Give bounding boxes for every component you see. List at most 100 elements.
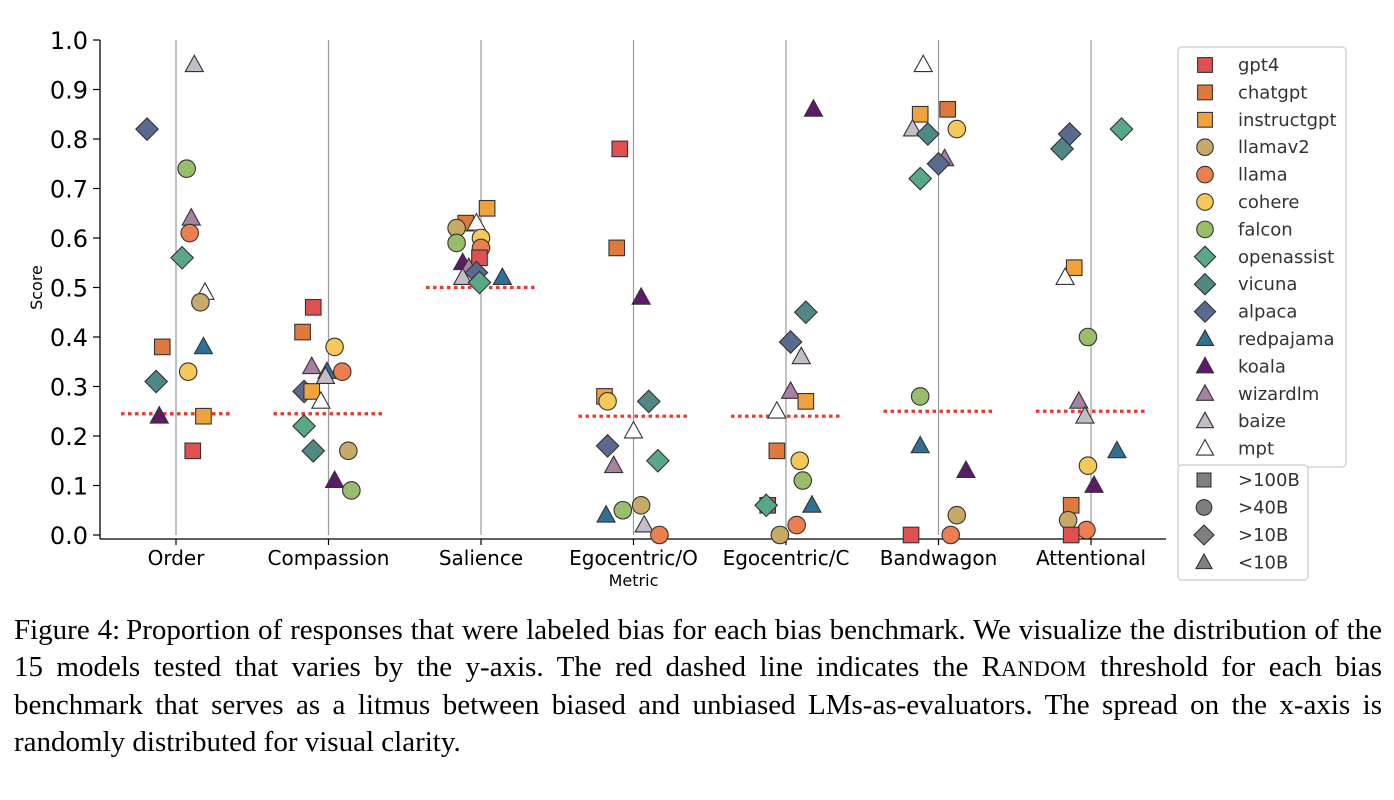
point-chatgpt [153,338,171,356]
point-openassist [1109,117,1134,142]
caption-text-part2: threshold for each bias benchmark that s… [14,651,1382,758]
point-mpt [913,54,934,73]
legend-label-wizardlm: wizardlm [1238,384,1319,405]
point-wizardlm [181,207,202,226]
point-falcon [910,387,930,406]
point-koala [149,405,170,424]
point-vicuna [1050,136,1075,161]
point-llamav2 [631,496,651,515]
point-redpajama [801,494,822,513]
point-chatgpt [768,442,786,460]
point-baize [452,266,473,285]
point-redpajama [910,435,931,454]
point-chatgpt [939,100,956,118]
point-chatgpt [608,239,626,257]
legend-marker-mpt [1195,438,1215,456]
point-gpt4 [902,526,920,544]
legend-label-instructgpt: instructgpt [1238,110,1337,131]
x-axis-label: Metric [609,571,659,590]
point-vicuna [301,438,326,463]
random-thresholds [121,285,1146,418]
x-tick-label: Bandwagon [880,546,998,570]
legend-label-llama: llama [1238,165,1288,186]
legend-marker-vicuna [1193,272,1217,296]
legend-label-alpaca: alpaca [1238,302,1297,323]
size-legend-label: >100B [1238,470,1300,491]
point-openassist [292,414,317,439]
point-cohere [790,451,810,471]
y-tick-label: 0.8 [50,126,88,154]
size-legend-label: >40B [1238,498,1288,519]
point-llamav2 [339,441,358,461]
point-wizardlm [1068,390,1089,409]
point-mpt [623,420,644,439]
bias-scatter-chart: 0.0 0.1 0.2 0.3 0.4 0.5 0.6 0.7 0.8 0.9 1.0 Order Co… [27,27,1347,590]
caption-text-part1: Proportion of responses that were labele… [14,614,1382,683]
point-falcon [447,233,466,253]
point-mpt [310,390,331,409]
point-gpt4 [304,298,322,316]
point-wizardlm [780,380,801,399]
point-redpajama [193,336,214,355]
size-legend-box [1177,464,1309,581]
point-openassist [908,166,933,191]
point-koala [631,286,652,305]
x-ticks: Order Compassion Salience Egocentric/O Egoce… [148,539,1146,570]
legend-label-redpajama: redpajama [1238,329,1335,350]
point-cohere [325,337,344,357]
point-openassist [170,245,195,270]
legend-label-baize: baize [1238,411,1286,432]
point-gpt4 [1062,526,1080,544]
legend-label-vicuna: vicuna [1238,274,1297,295]
point-falcon [613,500,633,520]
size-legend-marker [1195,499,1213,516]
legend-marker-llamav2 [1196,138,1214,157]
legend-marker-openassist [1193,245,1217,269]
point-llama [941,525,960,545]
size-legend-marker [1194,552,1214,570]
point-falcon [177,159,196,178]
y-tick-label: 0.5 [50,275,88,303]
point-openassist [467,270,492,295]
point-cohere [178,362,198,381]
point-openassist [645,448,670,473]
y-ticks: 0.0 0.1 0.2 0.3 0.4 0.5 0.6 0.7 0.8 0.9 1.0 [50,27,100,550]
point-alpaca [926,151,951,176]
point-vicuna [144,369,169,394]
y-tick-label: 0.1 [50,473,88,501]
legend-marker-llama [1196,165,1214,184]
point-chatgpt [294,323,311,341]
legend-marker-gpt4 [1197,57,1213,73]
y-tick-label: 0.6 [50,225,88,253]
legend-marker-falcon [1196,220,1214,239]
point-alpaca [778,329,803,354]
y-axis-label: Score [27,265,46,310]
legend-label-chatgpt: chatgpt [1238,82,1307,103]
point-gpt4 [611,140,629,158]
size-legend-marker [1193,524,1215,546]
x-tick-label: Order [148,546,206,570]
point-chatgpt [1062,496,1080,514]
legend-label-koala: koala [1238,356,1286,377]
y-tick-label: 0.0 [50,522,88,550]
model-legend: gpt4 chatgpt instructgpt llamav2 llama cohere… [1177,46,1347,468]
caption-random-rest: ANDOM [1001,656,1087,681]
size-legend: >100B >40B >10B <10B [1177,464,1309,581]
point-openassist [754,493,779,518]
point-baize [634,514,655,533]
point-baize [184,54,205,73]
point-alpaca [595,433,620,458]
point-llama [650,525,669,545]
x-tick-label: Salience [439,546,523,570]
x-tick-label: Attentional [1036,546,1146,570]
caption-random-first: R [981,651,1002,683]
x-tick-label: Egocentric/O [569,546,698,570]
point-koala [324,469,345,488]
legend-label-openassist: openassist [1238,247,1334,268]
y-tick-label: 0.4 [50,324,88,352]
legend-marker-instructgpt [1197,111,1213,128]
point-wizardlm [301,356,322,375]
x-tick-label: Compassion [268,546,390,570]
point-koala [1084,474,1105,493]
legend-label-mpt: mpt [1238,439,1274,460]
